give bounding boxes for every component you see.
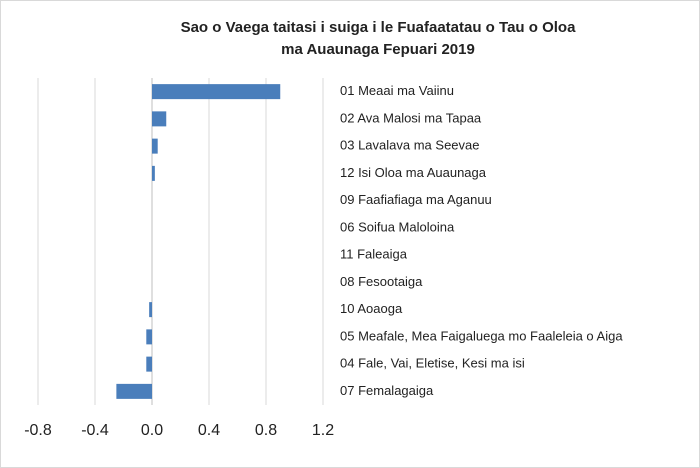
bar bbox=[116, 383, 152, 399]
x-tick-label: 1.2 bbox=[312, 422, 334, 439]
bar bbox=[152, 84, 281, 100]
chart-title: ma Auaunaga Fepuari 2019 bbox=[281, 41, 475, 58]
x-tick-label: -0.8 bbox=[24, 422, 52, 439]
category-label: 03 Lavalava ma Seevae bbox=[340, 138, 479, 153]
bar bbox=[152, 165, 155, 181]
bar bbox=[146, 329, 152, 345]
category-label: 02 Ava Malosi ma Tapaa bbox=[340, 110, 482, 125]
x-tick-label: -0.4 bbox=[81, 422, 109, 439]
x-tick-label: 0.4 bbox=[198, 422, 220, 439]
category-label: 08 Fesootaiga bbox=[340, 274, 423, 289]
x-tick-label: 0.0 bbox=[141, 422, 163, 439]
chart-title: Sao o Vaega taitasi i suiga i le Fuafaat… bbox=[181, 19, 576, 36]
bar bbox=[146, 356, 152, 372]
category-label: 10 Aoaoga bbox=[340, 301, 403, 316]
bar bbox=[152, 111, 167, 127]
category-label: 05 Meafale, Mea Faigaluega mo Faaleleia … bbox=[340, 328, 623, 343]
category-label: 09 Faafiafiaga ma Aganuu bbox=[340, 192, 492, 207]
category-label: 11 Faleaiga bbox=[340, 247, 408, 262]
category-label: 04 Fale, Vai, Eletise, Kesi ma isi bbox=[340, 356, 525, 371]
x-tick-label: 0.8 bbox=[255, 422, 277, 439]
bar bbox=[152, 138, 158, 154]
category-label: 07 Femalagaiga bbox=[340, 383, 434, 398]
bar bbox=[149, 302, 152, 318]
category-label: 06 Soifua Maloloina bbox=[340, 219, 455, 234]
category-label: 12 Isi Oloa ma Auaunaga bbox=[340, 165, 487, 180]
category-label: 01 Meaai ma Vaiinu bbox=[340, 83, 454, 98]
